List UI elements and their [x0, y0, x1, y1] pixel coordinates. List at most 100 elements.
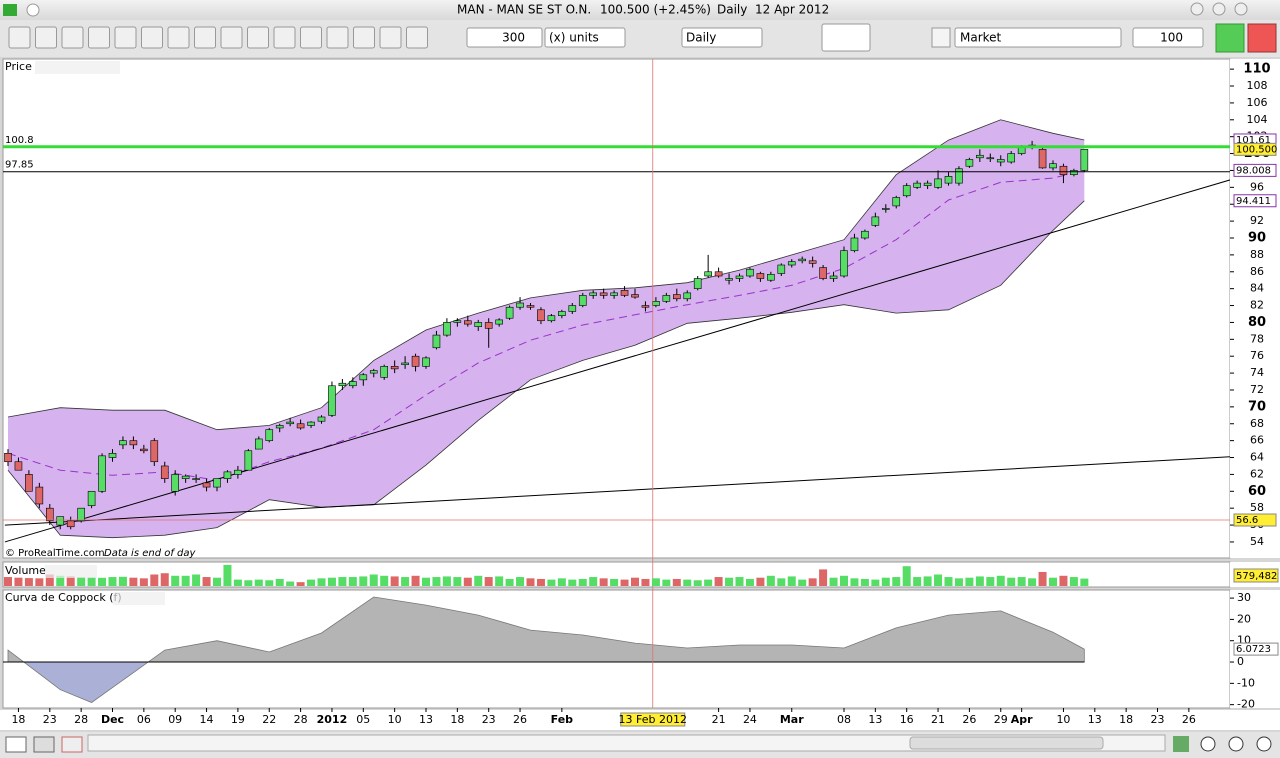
volume-bar [296, 582, 305, 586]
y-tick-label: 86 [1250, 265, 1264, 278]
tool-icon[interactable] [353, 26, 375, 49]
y-tick-label: 54 [1250, 535, 1264, 548]
tool-icon[interactable] [8, 26, 31, 49]
volume-bar [35, 578, 44, 586]
x-tick-label: 08 [837, 713, 851, 726]
volume-bar [66, 576, 75, 586]
quantity-input[interactable] [1132, 27, 1204, 48]
volume-bar [892, 577, 901, 586]
tool-icon[interactable] [326, 26, 349, 49]
candle-body [861, 230, 869, 239]
volume-bar [578, 578, 587, 586]
order-type-select[interactable] [954, 27, 1122, 48]
tool-icon[interactable] [194, 26, 216, 49]
tool-icon[interactable] [35, 26, 57, 49]
scroll-thumb[interactable] [909, 736, 1104, 750]
volume-tag: 579,482 [1236, 571, 1277, 582]
volume-bar [557, 578, 566, 586]
tool-icon[interactable] [61, 26, 84, 49]
x-tick-label: 13 [868, 713, 882, 726]
bars-input[interactable] [466, 27, 543, 48]
candle-body [349, 381, 357, 387]
zoom-in-button[interactable] [1256, 736, 1272, 752]
candle-body [808, 260, 817, 264]
x-tick-label: 28 [294, 713, 308, 726]
tool-icon[interactable] [273, 26, 296, 49]
timeframe-value: Daily [686, 31, 716, 45]
volume-panel-tools[interactable] [45, 565, 97, 578]
x-tick-label: 2012 [317, 713, 348, 726]
app-icon [3, 4, 17, 16]
close-button[interactable] [1234, 2, 1248, 16]
candle-body [610, 292, 618, 296]
delete-button[interactable] [61, 736, 83, 753]
tool-icon[interactable] [247, 26, 269, 49]
buy-button[interactable] [1215, 23, 1245, 53]
y-tick-label: 30 [1237, 591, 1251, 604]
tool-icon[interactable] [167, 26, 190, 49]
sell-button[interactable] [1247, 23, 1277, 53]
tool-icon[interactable] [220, 26, 243, 49]
volume-bar [986, 577, 995, 586]
candle-body [652, 301, 660, 306]
candle-body [620, 290, 629, 296]
volume-bar [913, 577, 922, 586]
window-quote: 100.500 (+2.45%) [600, 3, 711, 17]
tool-icon[interactable] [379, 26, 402, 49]
print-button[interactable] [33, 736, 55, 753]
window-button[interactable] [26, 3, 40, 17]
volume-bar [202, 577, 211, 586]
units-select[interactable] [544, 27, 626, 48]
candle-body [829, 275, 838, 279]
indicator-button[interactable] [1173, 736, 1189, 752]
y-tick-label: 92 [1250, 214, 1264, 227]
y-tick-label: 110 [1243, 62, 1270, 77]
volume-bar [829, 577, 838, 586]
candle-body [871, 216, 880, 226]
x-tick-label: 29 [994, 713, 1008, 726]
price-panel-tools[interactable] [35, 61, 120, 74]
candle-body [484, 322, 493, 329]
volume-bar [725, 577, 734, 586]
candle-body [798, 258, 807, 262]
volume-bar [24, 578, 33, 586]
order-tool-button[interactable] [931, 27, 951, 48]
x-tick-label: 18 [1119, 713, 1133, 726]
candle-body [192, 478, 200, 480]
x-tick-label: 05 [356, 713, 370, 726]
x-tick-label: 23 [482, 713, 496, 726]
minimize-button[interactable] [1190, 2, 1204, 16]
volume-bar [766, 575, 775, 586]
maximize-button[interactable] [1212, 2, 1226, 16]
volume-bar [327, 577, 336, 586]
timeframe-select[interactable] [681, 27, 763, 48]
candle-body [976, 154, 984, 159]
tool-icon[interactable] [141, 26, 163, 49]
volume-bar [1028, 578, 1037, 586]
volume-bar [1080, 578, 1089, 586]
volume-bar [181, 575, 190, 586]
x-tick-label: 16 [900, 713, 914, 726]
volume-bar [965, 577, 974, 586]
volume-bar [745, 578, 754, 586]
volume-bar [881, 577, 890, 586]
y-tick-label: 58 [1250, 501, 1264, 514]
window-symbol: MAN - MAN SE ST O.N. [457, 3, 591, 17]
candle-body [902, 185, 911, 197]
volume-bar [798, 579, 807, 586]
candle-body [150, 440, 159, 463]
mail-button[interactable] [5, 736, 27, 753]
x-tick-label: 10 [1056, 713, 1070, 726]
chart-style-button[interactable] [821, 23, 871, 52]
tool-icon[interactable] [406, 26, 428, 49]
tool-icon[interactable] [300, 26, 322, 49]
volume-bar [265, 580, 274, 586]
candle-body [996, 159, 1005, 163]
coppock-panel-tools[interactable] [113, 592, 165, 605]
tool-icon[interactable] [88, 26, 110, 49]
zoom-out-button[interactable] [1228, 736, 1244, 752]
scrollbar[interactable] [87, 734, 1166, 752]
tool-icon[interactable] [114, 26, 137, 49]
x-tick-label: 26 [513, 713, 527, 726]
zoom-auto-button[interactable] [1200, 736, 1216, 752]
